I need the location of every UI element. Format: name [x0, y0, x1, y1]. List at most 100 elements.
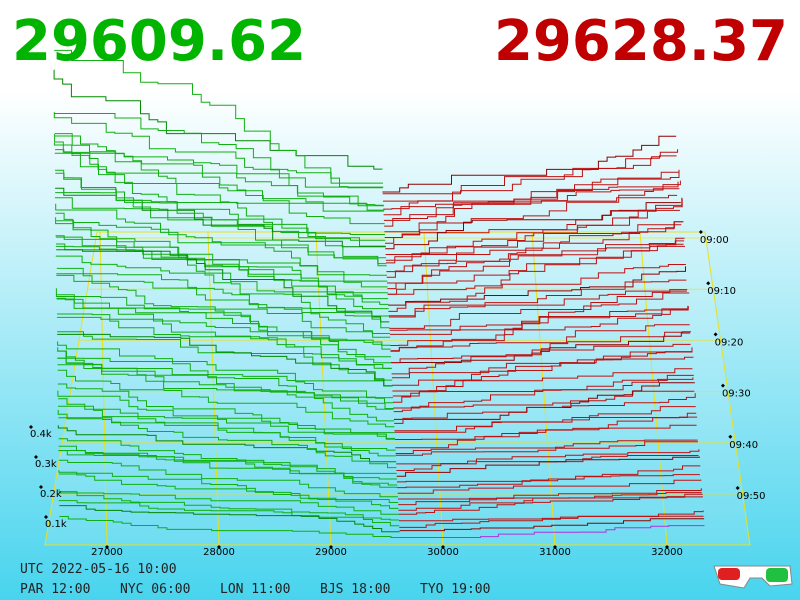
bid-trace — [59, 505, 400, 533]
bid-trace — [55, 288, 391, 338]
ask-trace — [384, 209, 680, 238]
bid-trace — [57, 410, 396, 457]
time-tick-dot — [713, 332, 718, 337]
ask-trace — [382, 135, 677, 193]
depth-tick-dot — [44, 515, 48, 519]
ask-trace — [395, 424, 697, 440]
ask-trace — [397, 488, 702, 500]
price-grid-line — [99, 231, 108, 546]
bid-trace — [57, 313, 392, 369]
bid-trace — [55, 212, 387, 267]
ask-trace — [393, 356, 694, 403]
time-tick-label: 09:40 — [729, 440, 758, 451]
ask-trace — [390, 324, 690, 352]
ask-trace — [387, 237, 685, 295]
price-tick-label: 28000 — [203, 547, 235, 558]
price-tick-label: 32000 — [651, 547, 683, 558]
bid-trace — [56, 243, 389, 310]
ask-trace — [389, 305, 689, 331]
bid-trace — [55, 169, 386, 241]
ask-trace — [385, 180, 681, 244]
ask-trace — [391, 331, 691, 375]
bid-trace — [54, 113, 384, 188]
bid-trace — [55, 203, 388, 288]
depth-tick-label: 0.1k — [45, 519, 67, 530]
ask-trace — [384, 188, 680, 233]
bid-trace — [58, 405, 396, 440]
bid-trace — [57, 364, 394, 410]
price-tick-dot — [217, 545, 221, 549]
ask-trace — [386, 198, 683, 264]
ask-trace — [383, 149, 679, 210]
ask-trace — [395, 441, 698, 456]
ask-trace — [391, 351, 692, 379]
price-tick-label: 27000 — [91, 547, 123, 558]
ask-trace — [390, 309, 689, 346]
depth-tick-label: 0.2k — [40, 489, 62, 500]
bid-trace — [57, 369, 395, 428]
floor-outline — [44, 231, 751, 546]
bid-trace — [58, 500, 400, 527]
ask-trace — [385, 202, 681, 250]
ask-trace — [393, 382, 695, 420]
time-tick-dot — [698, 230, 703, 234]
bid-trace — [57, 425, 397, 463]
bid-trace — [57, 350, 393, 387]
bid-trace — [56, 267, 392, 364]
depth-tick-dot — [34, 455, 38, 459]
ask-price: 29628.37 — [494, 9, 788, 74]
price-tick-label: 30000 — [427, 547, 459, 558]
bid-trace — [55, 245, 388, 294]
bid-trace — [59, 516, 400, 538]
price-tick-label: 29000 — [315, 547, 347, 558]
bid-trace — [57, 347, 395, 422]
bid-trace — [53, 69, 383, 170]
ask-trace — [397, 465, 701, 489]
time-tick-label: 09:20 — [715, 337, 744, 348]
ask-trace — [391, 332, 691, 363]
bid-trace — [54, 133, 385, 207]
ask-trace — [395, 439, 698, 454]
bid-trace — [57, 333, 393, 387]
ask-trace — [386, 221, 683, 273]
ask-trace — [393, 374, 694, 409]
3d-glasses-icon — [713, 565, 793, 589]
price-grid-line — [423, 231, 444, 546]
depth-tick-label: 0.4k — [30, 429, 52, 440]
time-tick-label: 09:00 — [700, 235, 729, 246]
ask-trace — [399, 518, 705, 532]
bid-trace — [58, 489, 399, 521]
bid-trace — [58, 470, 399, 503]
bid-trace — [56, 220, 389, 317]
bid-trace — [55, 187, 386, 248]
ask-trace — [389, 290, 687, 318]
price-tick-dot — [441, 545, 445, 549]
date-label: UTC 2022-05-16 10:00 — [20, 562, 177, 577]
city-time: TYO 19:00 — [420, 582, 490, 597]
city-time: LON 11:00 — [220, 582, 290, 597]
bid-trace — [53, 142, 384, 206]
city-time: NYC 06:00 — [120, 582, 190, 597]
price-tick-dot — [665, 545, 669, 549]
ask-trace — [394, 412, 697, 433]
bid-price: 29609.62 — [12, 9, 306, 74]
depth-tick-dot — [39, 485, 43, 489]
depth-tick-dot — [29, 425, 33, 429]
bid-trace — [56, 249, 390, 323]
ask-trace — [387, 240, 685, 290]
ask-trace — [384, 169, 680, 227]
ask-trace — [389, 289, 688, 329]
ask-trace — [385, 197, 683, 261]
city-time: BJS 18:00 — [320, 582, 390, 597]
ask-trace — [388, 279, 687, 317]
ask-trace — [398, 493, 703, 515]
ask-trace — [387, 245, 685, 295]
ask-trace — [391, 343, 691, 364]
ask-trace — [398, 496, 703, 511]
time-tick-label: 09:10 — [707, 286, 736, 297]
depth-tick-label: 0.3k — [35, 459, 57, 470]
bid-trace — [56, 273, 390, 329]
bid-trace — [53, 112, 383, 184]
time-tick-dot — [720, 383, 725, 388]
